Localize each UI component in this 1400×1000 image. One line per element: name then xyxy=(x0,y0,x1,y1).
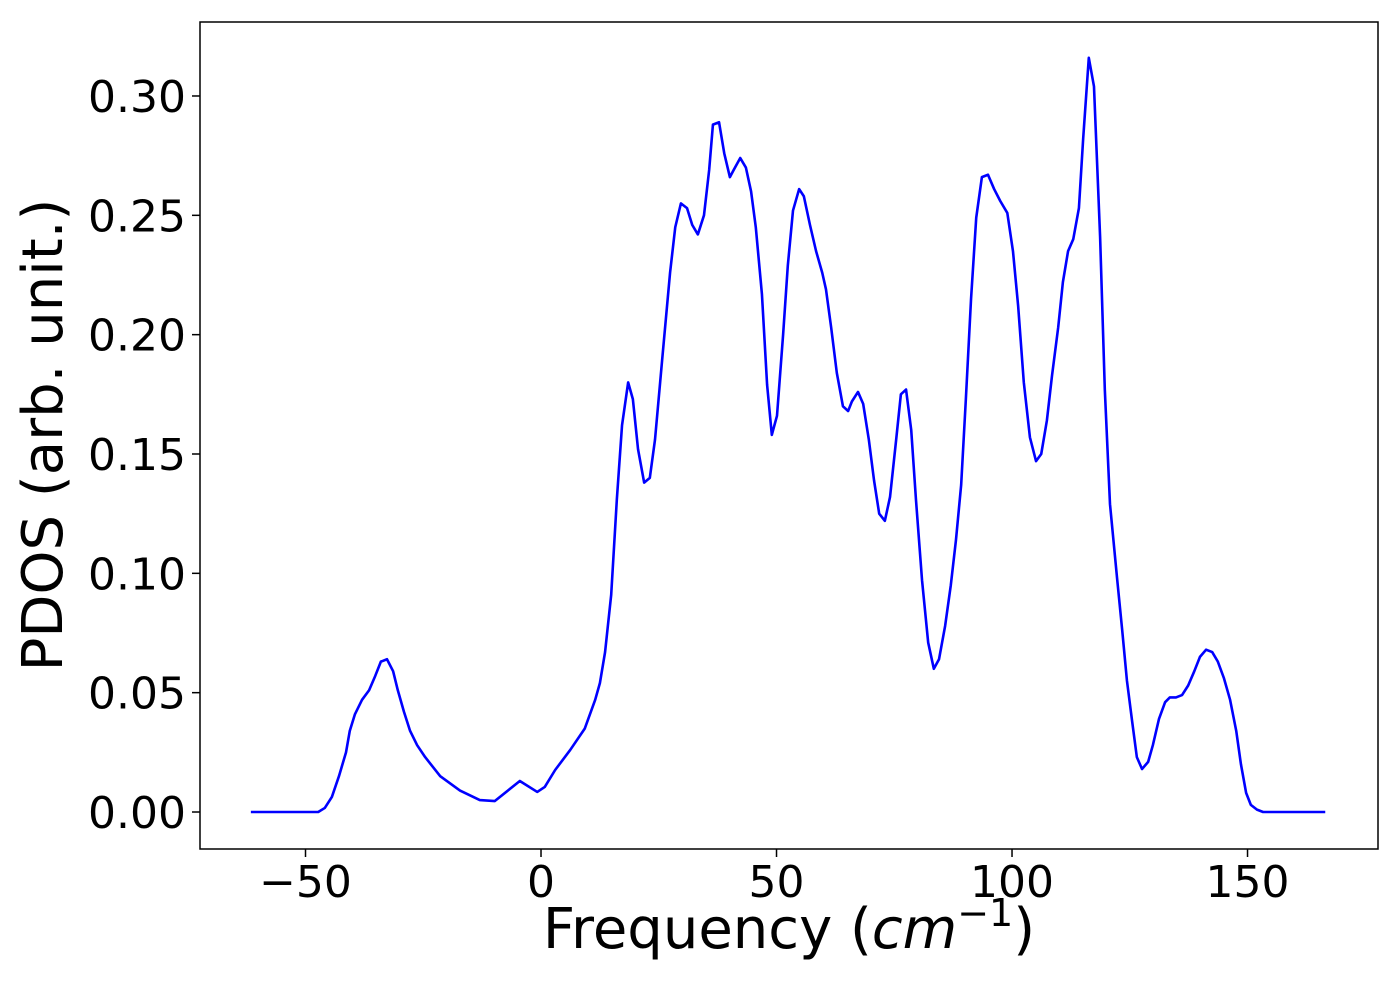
y-tick-label: 0.05 xyxy=(88,669,186,720)
y-tick-label: 0.30 xyxy=(88,72,186,123)
x-tick-label: 100 xyxy=(970,857,1054,908)
x-axis-label-unit: cm xyxy=(872,897,957,962)
data-line xyxy=(250,56,1326,814)
x-axis-label-text: Frequency ( xyxy=(543,897,872,962)
y-tick-label: 0.10 xyxy=(88,549,186,600)
y-axis-label: PDOS (arb. unit.) xyxy=(11,199,76,672)
y-tick-label: 0.20 xyxy=(88,311,186,362)
x-tick-label: 50 xyxy=(749,857,805,908)
x-axis-label: Frequency (cm−1) xyxy=(543,891,1035,962)
x-tick-label: 0 xyxy=(527,857,555,908)
y-tick-label: 0.15 xyxy=(88,430,186,481)
x-axis-label-close: ) xyxy=(1013,897,1035,962)
x-tick-label: −50 xyxy=(259,857,352,908)
x-tick-label: 150 xyxy=(1206,857,1290,908)
y-tick-label: 0.00 xyxy=(88,788,186,839)
x-axis-label-exponent: −1 xyxy=(957,891,1013,935)
plot-frame xyxy=(199,21,1379,850)
y-tick-label: 0.25 xyxy=(88,191,186,242)
